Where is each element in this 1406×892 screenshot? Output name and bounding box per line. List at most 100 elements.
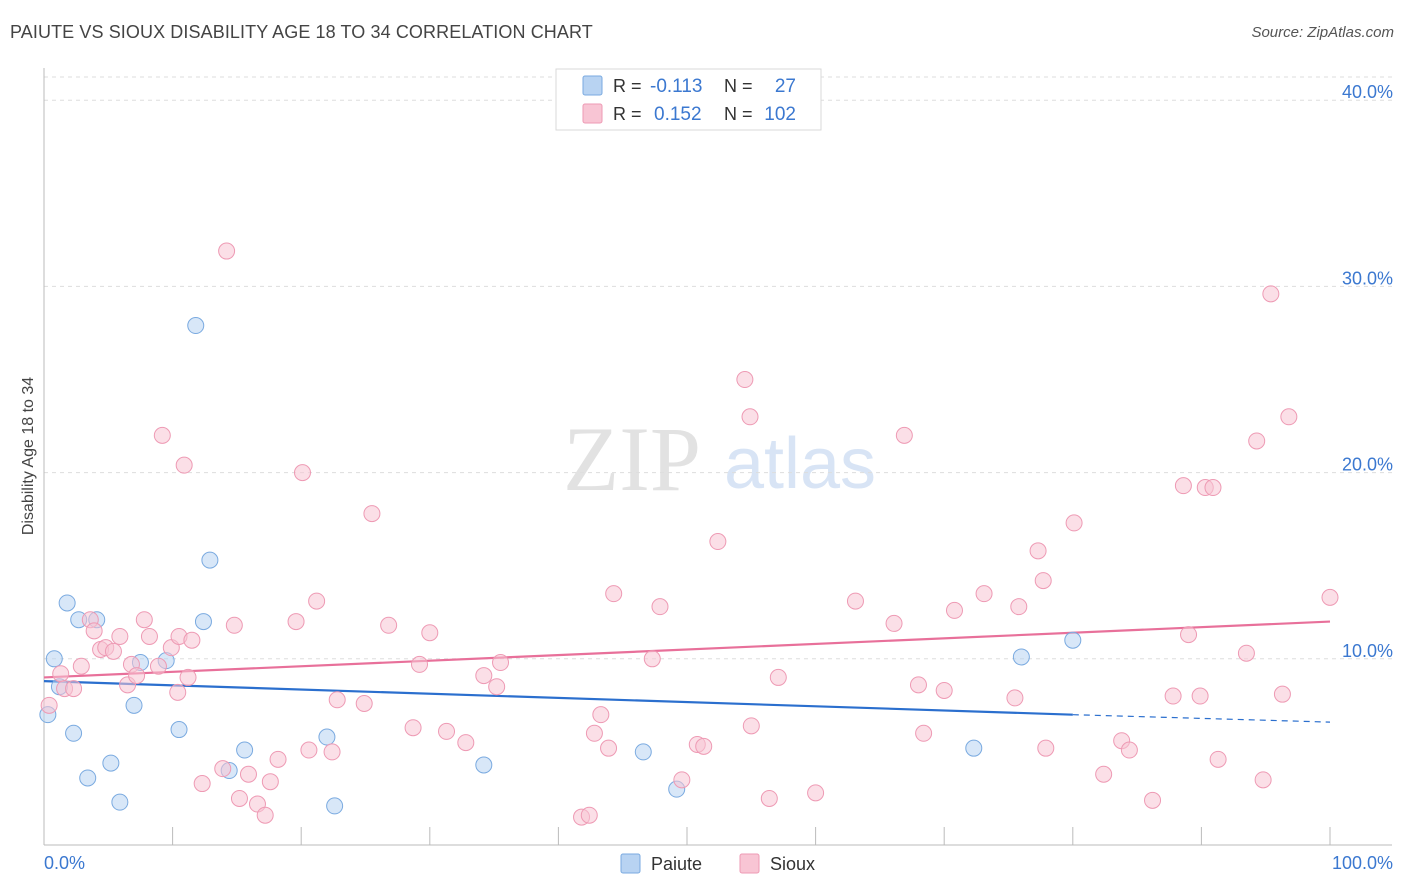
legend-r-value-sioux: 0.152: [654, 104, 702, 125]
paiute-point: [236, 741, 254, 759]
sioux-point: [741, 408, 759, 426]
sioux-point: [1204, 479, 1222, 497]
sioux-point: [846, 592, 864, 610]
paiute-point: [65, 724, 83, 742]
source-credit: Source: ZipAtlas.com: [1251, 24, 1394, 41]
sioux-point: [355, 694, 373, 712]
sioux-point: [673, 771, 691, 789]
x-tick-label-max: 100.0%: [1332, 853, 1393, 873]
sioux-point: [328, 691, 346, 709]
sioux-point: [128, 667, 146, 685]
sioux-point: [193, 775, 211, 793]
sioux-point: [1237, 644, 1255, 662]
paiute-point: [79, 769, 97, 787]
sioux-point: [40, 696, 58, 714]
sioux-point: [457, 734, 475, 752]
sioux-point: [269, 750, 287, 768]
sioux-point: [149, 657, 167, 675]
sioux-point: [1262, 285, 1280, 303]
paiute-point: [58, 594, 76, 612]
sioux-point: [214, 760, 232, 778]
sioux-point: [135, 611, 153, 629]
sioux-point: [1191, 687, 1209, 705]
sioux-point: [300, 741, 318, 759]
paiute-point: [111, 793, 129, 811]
sioux-point: [52, 665, 70, 683]
watermark-zip: ZIP: [563, 408, 701, 510]
sioux-point: [1254, 771, 1272, 789]
sioux-point: [1006, 689, 1024, 707]
sioux-point: [72, 657, 90, 675]
sioux-point: [807, 784, 825, 802]
sioux-point: [1034, 572, 1052, 590]
sioux-point: [438, 722, 456, 740]
legend-r-value-paiute: -0.113: [650, 76, 702, 97]
sioux-point: [218, 242, 236, 260]
paiute-trendline: [43, 680, 1073, 716]
legend-n-label-paiute: N =: [724, 76, 753, 96]
bottom-legend-label-paiute: Paiute: [651, 854, 702, 874]
sioux-point: [488, 678, 506, 696]
sioux-point: [1037, 739, 1055, 757]
sioux-point: [363, 505, 381, 523]
sioux-point: [600, 739, 618, 757]
sioux-point: [1120, 741, 1138, 759]
sioux-point: [175, 456, 193, 474]
sioux-point: [945, 601, 963, 619]
sioux-point: [1010, 598, 1028, 616]
sioux-point: [651, 598, 669, 616]
bottom-legend-swatch-paiute: [620, 853, 641, 874]
x-tick-label-min: 0.0%: [44, 853, 85, 873]
correlation-legend: R = -0.113 N = 27 R = 0.152 N = 102: [555, 68, 822, 131]
y-tick-label: 10.0%: [1342, 641, 1393, 661]
sioux-point: [169, 683, 187, 701]
sioux-point: [1164, 687, 1182, 705]
sioux-point: [492, 654, 510, 672]
paiute-point: [965, 739, 983, 757]
sioux-point: [769, 668, 787, 686]
paiute-point: [45, 650, 63, 668]
sioux-point: [643, 650, 661, 668]
sioux-point: [475, 667, 493, 685]
sioux-point: [742, 717, 760, 735]
paiute-point: [326, 797, 344, 815]
sioux-point: [230, 789, 248, 807]
bottom-legend-label-sioux: Sioux: [770, 854, 815, 874]
sioux-point: [935, 681, 953, 699]
sioux-point: [1029, 542, 1047, 560]
sioux-point: [605, 585, 623, 603]
paiute-point: [102, 754, 120, 772]
sioux-point: [695, 737, 713, 755]
paiute-point: [125, 696, 143, 714]
sioux-point: [592, 706, 610, 724]
sioux-point: [104, 642, 122, 660]
sioux-point: [915, 724, 933, 742]
sioux-point: [1180, 626, 1198, 644]
sioux-point: [885, 614, 903, 632]
sioux-point: [404, 719, 422, 737]
y-tick-label: 20.0%: [1342, 455, 1393, 475]
chart-title: PAIUTE VS SIOUX DISABILITY AGE 18 TO 34 …: [10, 22, 593, 42]
sioux-point: [895, 426, 913, 444]
legend-n-value-sioux: 102: [764, 104, 796, 125]
sioux-point: [1280, 408, 1298, 426]
sioux-point: [111, 627, 129, 645]
legend-n-value-paiute: 27: [775, 76, 796, 97]
sioux-point: [308, 592, 326, 610]
sioux-point: [293, 464, 311, 482]
sioux-point: [85, 622, 103, 640]
sioux-point: [287, 613, 305, 631]
sioux-point: [183, 631, 201, 649]
bottom-legend-swatch-sioux: [739, 853, 760, 874]
paiute-point: [634, 743, 652, 761]
legend-n-label-sioux: N =: [724, 104, 753, 124]
sioux-point: [975, 585, 993, 603]
sioux-point: [1248, 432, 1266, 450]
paiute-point: [170, 721, 188, 739]
paiute-point: [201, 551, 219, 569]
paiute-point: [1064, 631, 1082, 649]
sioux-point: [261, 773, 279, 791]
y-tick-label: 40.0%: [1342, 82, 1393, 102]
paiute-point: [1012, 648, 1030, 666]
sioux-point: [411, 655, 429, 673]
